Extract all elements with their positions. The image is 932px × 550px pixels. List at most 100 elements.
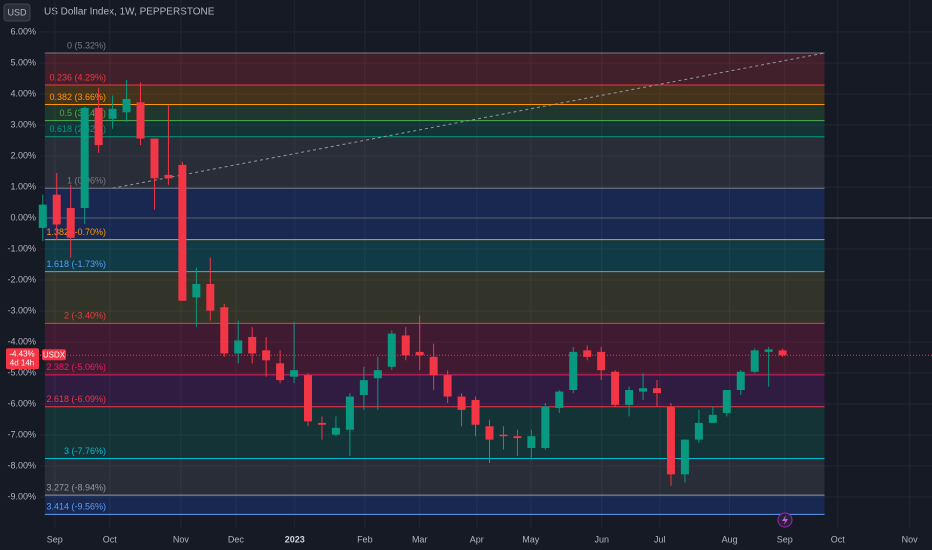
x-tick-label: Sep <box>777 534 793 544</box>
candle-body <box>38 204 47 228</box>
symbol-tag <box>42 349 66 361</box>
candle-body <box>234 340 243 354</box>
y-tick-label: -7.00% <box>7 429 36 439</box>
x-tick-label: Nov <box>902 534 919 544</box>
candle-body <box>178 164 187 301</box>
fib-label: 3 (-7.76%) <box>64 446 106 456</box>
candle-body <box>778 350 787 356</box>
fib-label: 0.382 (3.66%) <box>49 92 106 102</box>
candle-body <box>541 406 550 449</box>
candle-body <box>164 174 173 179</box>
candle-body <box>694 422 703 440</box>
candle-body <box>359 380 368 395</box>
lightning-glyph <box>782 515 788 525</box>
candle-body <box>569 351 578 391</box>
y-tick-label: -4.00% <box>7 336 36 346</box>
x-tick-label: 2023 <box>285 534 305 544</box>
candle-body <box>373 370 382 379</box>
candle-body <box>555 391 564 409</box>
fib-band <box>44 188 825 240</box>
candle-body <box>276 363 285 381</box>
candle-body <box>639 388 648 392</box>
candle-body <box>471 399 480 425</box>
y-tick-label: -8.00% <box>7 460 36 470</box>
candle-body <box>331 427 340 435</box>
candle-body <box>94 107 103 146</box>
candle-body <box>108 108 117 119</box>
price-tag-countdown: 4d 14h <box>10 358 34 367</box>
y-tick-label: 0.00% <box>10 212 36 222</box>
fib-band <box>44 458 825 496</box>
currency: USD <box>7 7 27 17</box>
fib-band <box>44 84 825 105</box>
x-tick-label: Oct <box>831 534 846 544</box>
candle-body <box>415 351 424 356</box>
candle-body <box>611 371 620 405</box>
fib-band <box>44 406 825 459</box>
y-tick-label: 5.00% <box>10 57 36 67</box>
candle-body <box>722 390 731 413</box>
y-tick-label: 1.00% <box>10 181 36 191</box>
candle-body <box>206 283 215 311</box>
candle-body <box>597 351 606 371</box>
x-tick-label: Sep <box>47 534 63 544</box>
candle-body <box>513 436 522 439</box>
candle-body <box>290 370 299 377</box>
candle-body <box>457 396 466 410</box>
candle-body <box>750 350 759 372</box>
y-tick-label: 3.00% <box>10 119 36 129</box>
x-tick-label: Oct <box>103 534 118 544</box>
candle-body <box>443 375 452 397</box>
candle-body <box>708 414 717 423</box>
candle-body <box>345 396 354 430</box>
x-tick-label: Apr <box>470 534 484 544</box>
fib-band <box>44 104 825 121</box>
price-tag-value: -4.43% <box>9 349 34 358</box>
y-tick-label: -5.00% <box>7 367 36 377</box>
fib-label: 0 (5.32%) <box>67 40 106 50</box>
x-tick-label: Aug <box>722 534 738 544</box>
candle-body <box>122 98 131 113</box>
plot: 0 (5.32%)0.236 (4.29%)0.382 (3.66%)0.5 (… <box>38 0 932 528</box>
fib-label: 0.236 (4.29%) <box>49 72 106 82</box>
candle-body <box>764 349 773 352</box>
candle-body <box>304 375 313 422</box>
fib-band <box>44 495 825 515</box>
candle-body <box>736 371 745 391</box>
trend-line <box>112 52 825 189</box>
fib-band <box>44 239 825 272</box>
x-tick-label: Dec <box>228 534 245 544</box>
y-tick-label: -1.00% <box>7 243 36 253</box>
candle-body <box>387 333 396 367</box>
fib-label: 0.618 (2.62%) <box>49 124 106 134</box>
fib-label: 1.382 (-0.70%) <box>46 227 106 237</box>
fib-band <box>44 53 825 85</box>
candle-body <box>666 406 675 475</box>
candle-body <box>66 208 75 238</box>
y-tick-label: 4.00% <box>10 88 36 98</box>
fib-band <box>44 271 825 324</box>
x-tick-label: Mar <box>412 534 428 544</box>
y-tick-label: -3.00% <box>7 305 36 315</box>
fib-band <box>44 120 825 137</box>
fib-label: 2.618 (-6.09%) <box>46 394 106 404</box>
fib-band <box>44 136 825 189</box>
y-tick-label: 2.00% <box>10 150 36 160</box>
candle-body <box>80 107 89 209</box>
fib-band <box>44 374 825 407</box>
candle-body <box>52 194 61 225</box>
candle-body <box>248 337 257 354</box>
candle-body <box>429 356 438 376</box>
candle-body <box>499 434 508 437</box>
candle-body <box>653 388 662 394</box>
y-tick-label: -9.00% <box>7 491 36 501</box>
candle-body <box>262 350 271 361</box>
candle-body <box>220 307 229 354</box>
fib-label: 2.382 (-5.06%) <box>46 362 106 372</box>
fib-label: 2 (-3.40%) <box>64 311 106 321</box>
currency-box[interactable] <box>3 3 31 22</box>
candle-body <box>680 439 689 475</box>
fib-label: 3.272 (-8.94%) <box>46 483 106 493</box>
y-tick-label: -2.00% <box>7 274 36 284</box>
candle-body <box>485 426 494 440</box>
